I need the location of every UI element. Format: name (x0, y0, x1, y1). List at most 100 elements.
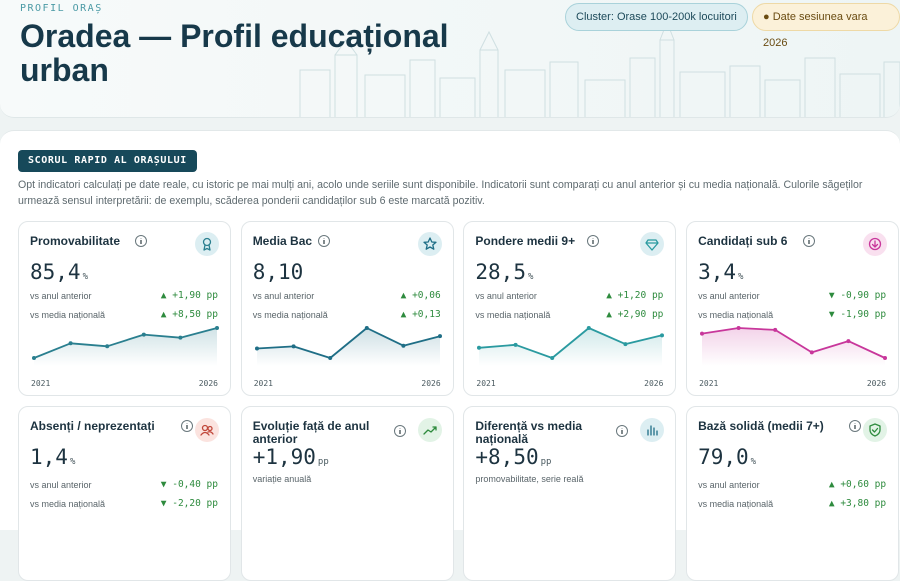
comparison-delta: ▲ +8,50 pp (160, 309, 218, 320)
value-number: +8,50 (475, 445, 539, 469)
info-icon[interactable] (586, 234, 600, 248)
metric-card: Media Bac 8,10 vs anul anterior ▲ +0,06 vs m… (240, 221, 454, 396)
sparkline-point (700, 331, 705, 336)
sparkline-year: 2021 (476, 379, 496, 388)
value-unit: pp (540, 457, 552, 467)
comparison-label: vs anul anterior (30, 480, 92, 490)
comparison-label: vs media națională (698, 310, 774, 320)
comparison-delta: ▲ +3,80 pp (828, 498, 887, 509)
sparkline (254, 326, 442, 366)
header: PROFIL ORAȘ Oradea — Profil educațional … (0, 0, 900, 118)
card-icon (417, 418, 442, 442)
value-unit: % (750, 457, 757, 467)
value-number: 28,5 (475, 260, 526, 284)
comparison-label: vs media națională (30, 310, 106, 320)
card-title: Diferență vs media națională (475, 419, 583, 446)
info-icon[interactable] (848, 419, 862, 433)
card-value: 8,10 (253, 260, 304, 284)
sparkline-point (178, 335, 183, 340)
card-value: +1,90 pp (253, 445, 329, 469)
sparkline-point (437, 334, 442, 339)
card-value: 28,5% (475, 260, 533, 284)
info-icon[interactable] (180, 419, 194, 433)
sparkline-area (702, 328, 886, 366)
card-icon (640, 232, 665, 256)
sparkline-line (33, 327, 218, 359)
card-title: Media Bac (252, 234, 313, 248)
comparison-delta: ▲ +0,06 (400, 290, 441, 301)
badge[interactable]: ● Date sesiunea vara 2026 (752, 3, 900, 49)
eyebrow: PROFIL ORAȘ (20, 3, 103, 14)
sparkline-year: 2021 (253, 379, 273, 388)
sparkline-point (477, 345, 482, 350)
comparison-delta: ▼ -2,20 pp (160, 498, 218, 509)
info-icon[interactable] (615, 424, 629, 438)
metric-card: Diferență vs media națională +8,50 pp promo… (463, 406, 677, 581)
info-icon[interactable] (317, 234, 331, 248)
card-note: variație anuală (252, 474, 312, 484)
comparison-label: vs media națională (252, 310, 328, 320)
sparkline-point (660, 333, 665, 338)
card-icon (640, 418, 665, 442)
metric-card: Pondere medii 9+ 28,5% vs anul anterior ▲ +… (463, 221, 677, 396)
sparkline (32, 326, 219, 366)
comparison-delta: ▲ +0,60 pp (828, 479, 887, 490)
sparkline-point (327, 356, 332, 360)
card-title: Candidați sub 6 (698, 234, 788, 248)
sparkline-point (215, 326, 219, 330)
value-number: 1,4 (30, 445, 68, 469)
section-description: Opt indicatori calculați pe date reale, … (18, 179, 863, 207)
sparkline-point (513, 342, 518, 347)
sparkline-line (701, 327, 886, 359)
sparkline (477, 326, 665, 366)
info-icon[interactable] (134, 234, 148, 248)
card-value: 79,0% (698, 445, 756, 469)
comparison-label: vs anul anterior (475, 291, 537, 301)
comparison-label: vs anul anterior (698, 480, 760, 490)
sparkline-point (773, 327, 778, 332)
card-value: +8,50 pp (475, 445, 551, 469)
sparkline-point (587, 326, 592, 330)
value-unit: % (69, 457, 76, 467)
comparison-delta: ▲ +2,90 pp (606, 309, 664, 320)
comparison-delta: ▼ -1,90 pp (828, 309, 887, 320)
card-icon (195, 418, 219, 442)
card-note: promovabilitate, serie reală (475, 474, 584, 484)
comparison-delta: ▼ -0,90 pp (828, 290, 887, 301)
sparkline-year: 2026 (866, 379, 887, 388)
card-icon (863, 418, 888, 442)
comparison-delta: ▲ +1,90 pp (160, 290, 218, 301)
value-unit: % (527, 272, 534, 282)
sparkline-point (736, 326, 741, 330)
value-unit: % (738, 272, 744, 282)
sparkline-line (256, 327, 440, 359)
badge[interactable]: Cluster: Orase 100-200k locuitori (565, 3, 748, 31)
metric-card: Evoluție față de anul anterior +1,90 pp var… (240, 406, 454, 581)
sparkline-year: 2026 (644, 379, 664, 388)
page-title: Oradea — Profil educațional urban (20, 18, 449, 88)
sparkline-point (623, 342, 628, 347)
sparkline-point (254, 346, 259, 351)
comparison-label: vs media națională (30, 499, 106, 509)
sparkline-point (32, 356, 36, 360)
comparison-delta: ▲ +1,20 pp (606, 290, 664, 301)
sparkline-year: 2026 (421, 379, 441, 388)
comparison-label: vs anul anterior (30, 291, 92, 301)
sparkline-point (846, 339, 851, 344)
card-title: Promovabilitate (30, 234, 121, 248)
sparkline-year: 2021 (31, 379, 51, 388)
sparkline-area (479, 328, 663, 366)
comparison-label: vs anul anterior (252, 291, 315, 301)
info-icon[interactable] (802, 234, 816, 248)
value-number: 8,10 (252, 260, 304, 284)
sparkline-point (105, 344, 110, 349)
card-value: 85,4% (30, 260, 88, 284)
info-icon[interactable] (393, 424, 407, 438)
sparkline-point (809, 350, 814, 355)
metric-card: Bază solidă (medii 7+) 79,0% vs anul anter… (686, 406, 900, 581)
sparkline-line (479, 327, 663, 359)
metric-card: Promovabilitate 85,4% vs anul anterior ▲ +1… (18, 221, 231, 396)
card-value: 1,4% (30, 445, 75, 469)
value-unit: pp (317, 457, 329, 467)
